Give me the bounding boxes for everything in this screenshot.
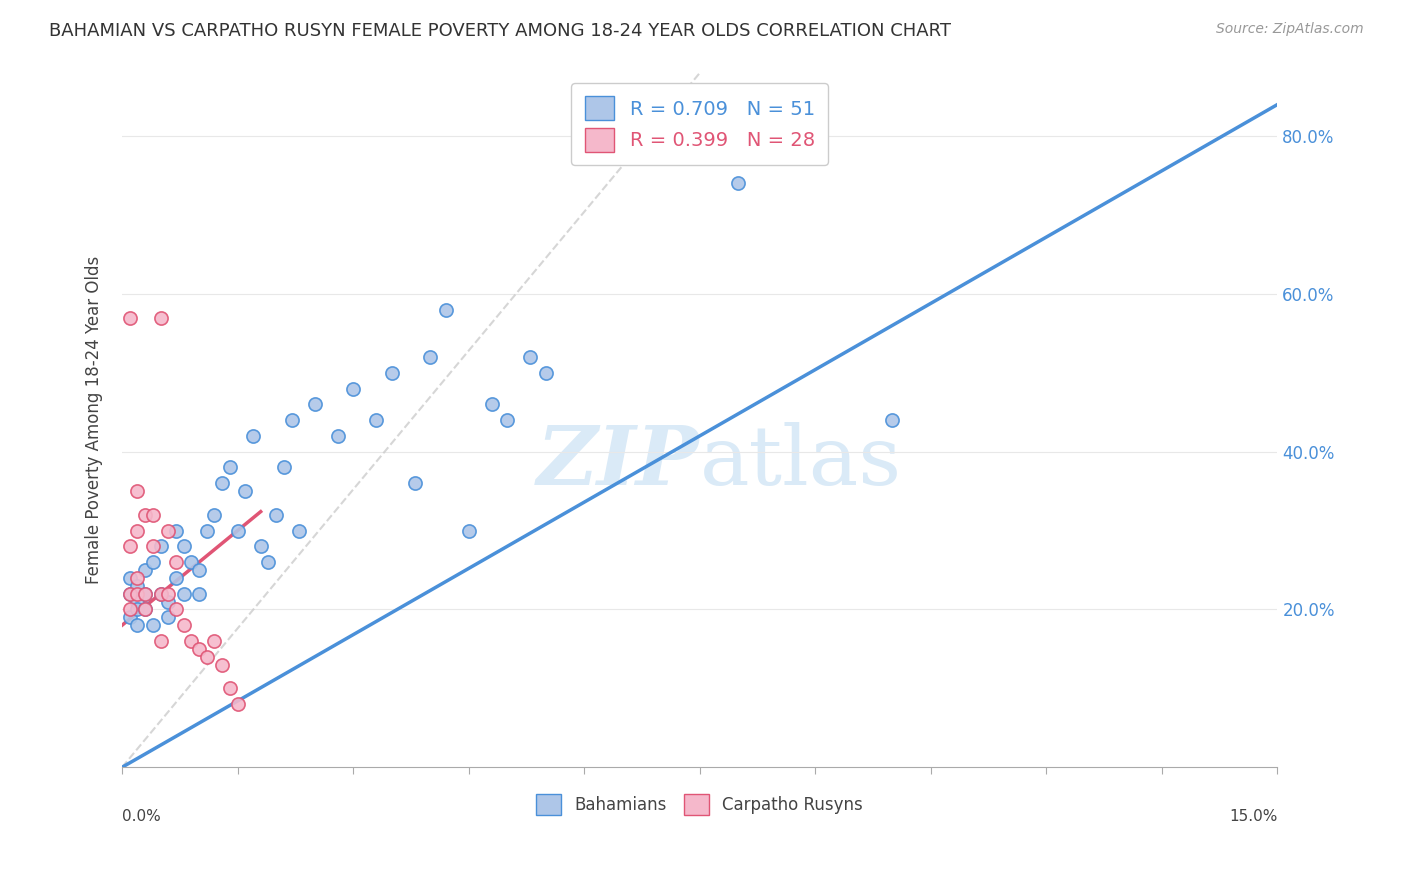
Point [157, 610, 180, 624]
Point [419, 350, 441, 364]
Point [127, 579, 149, 593]
Point [134, 587, 156, 601]
Point [326, 429, 349, 443]
Point [118, 587, 141, 601]
Point [127, 602, 149, 616]
Text: Source: ZipAtlas.com: Source: ZipAtlas.com [1216, 22, 1364, 37]
Point [882, 413, 904, 427]
Point [149, 540, 172, 554]
Point [127, 484, 149, 499]
Point [195, 524, 218, 538]
Point [127, 524, 149, 538]
Point [195, 649, 218, 664]
Point [165, 602, 187, 616]
Point [280, 413, 302, 427]
Point [434, 302, 457, 317]
Point [288, 524, 311, 538]
Point [342, 382, 364, 396]
Point [165, 524, 187, 538]
Point [118, 610, 141, 624]
Text: 15.0%: 15.0% [1229, 809, 1278, 824]
Text: atlas: atlas [700, 422, 901, 502]
Point [173, 540, 195, 554]
Point [134, 508, 156, 522]
Y-axis label: Female Poverty Among 18-24 Year Olds: Female Poverty Among 18-24 Year Olds [86, 256, 103, 584]
Point [366, 413, 388, 427]
Point [188, 641, 211, 656]
Point [127, 571, 149, 585]
Point [157, 594, 180, 608]
Text: ZIP: ZIP [537, 422, 700, 502]
Point [173, 618, 195, 632]
Point [142, 618, 165, 632]
Point [188, 563, 211, 577]
Point [534, 366, 557, 380]
Point [304, 397, 326, 411]
Text: 0.0%: 0.0% [122, 809, 160, 824]
Point [496, 413, 519, 427]
Point [149, 587, 172, 601]
Point [257, 555, 280, 569]
Point [211, 476, 233, 491]
Point [264, 508, 287, 522]
Point [142, 508, 165, 522]
Point [273, 460, 295, 475]
Point [173, 587, 195, 601]
Point [165, 571, 187, 585]
Point [180, 634, 202, 648]
Point [118, 602, 141, 616]
Point [118, 571, 141, 585]
Point [404, 476, 426, 491]
Point [127, 618, 149, 632]
Point [149, 587, 172, 601]
Point [118, 540, 141, 554]
Point [188, 587, 211, 601]
Point [142, 540, 165, 554]
Point [118, 587, 141, 601]
Point [226, 524, 249, 538]
Point [127, 587, 149, 601]
Point [727, 177, 749, 191]
Point [457, 524, 479, 538]
Point [233, 484, 256, 499]
Point [481, 397, 503, 411]
Point [157, 587, 180, 601]
Point [242, 429, 264, 443]
Point [381, 366, 404, 380]
Point [149, 634, 172, 648]
Point [204, 634, 226, 648]
Point [157, 524, 180, 538]
Point [118, 310, 141, 325]
Point [219, 681, 242, 696]
Point [142, 555, 165, 569]
Point [165, 555, 187, 569]
Point [180, 555, 202, 569]
Point [219, 460, 242, 475]
Text: BAHAMIAN VS CARPATHO RUSYN FEMALE POVERTY AMONG 18-24 YEAR OLDS CORRELATION CHAR: BAHAMIAN VS CARPATHO RUSYN FEMALE POVERT… [49, 22, 952, 40]
Point [204, 508, 226, 522]
Point [211, 657, 233, 672]
Point [226, 697, 249, 711]
Point [134, 602, 156, 616]
Legend: Bahamians, Carpatho Rusyns: Bahamians, Carpatho Rusyns [530, 788, 870, 822]
Point [249, 540, 271, 554]
Point [127, 594, 149, 608]
Point [519, 350, 541, 364]
Point [134, 563, 156, 577]
Point [134, 602, 156, 616]
Point [149, 310, 172, 325]
Point [134, 587, 156, 601]
